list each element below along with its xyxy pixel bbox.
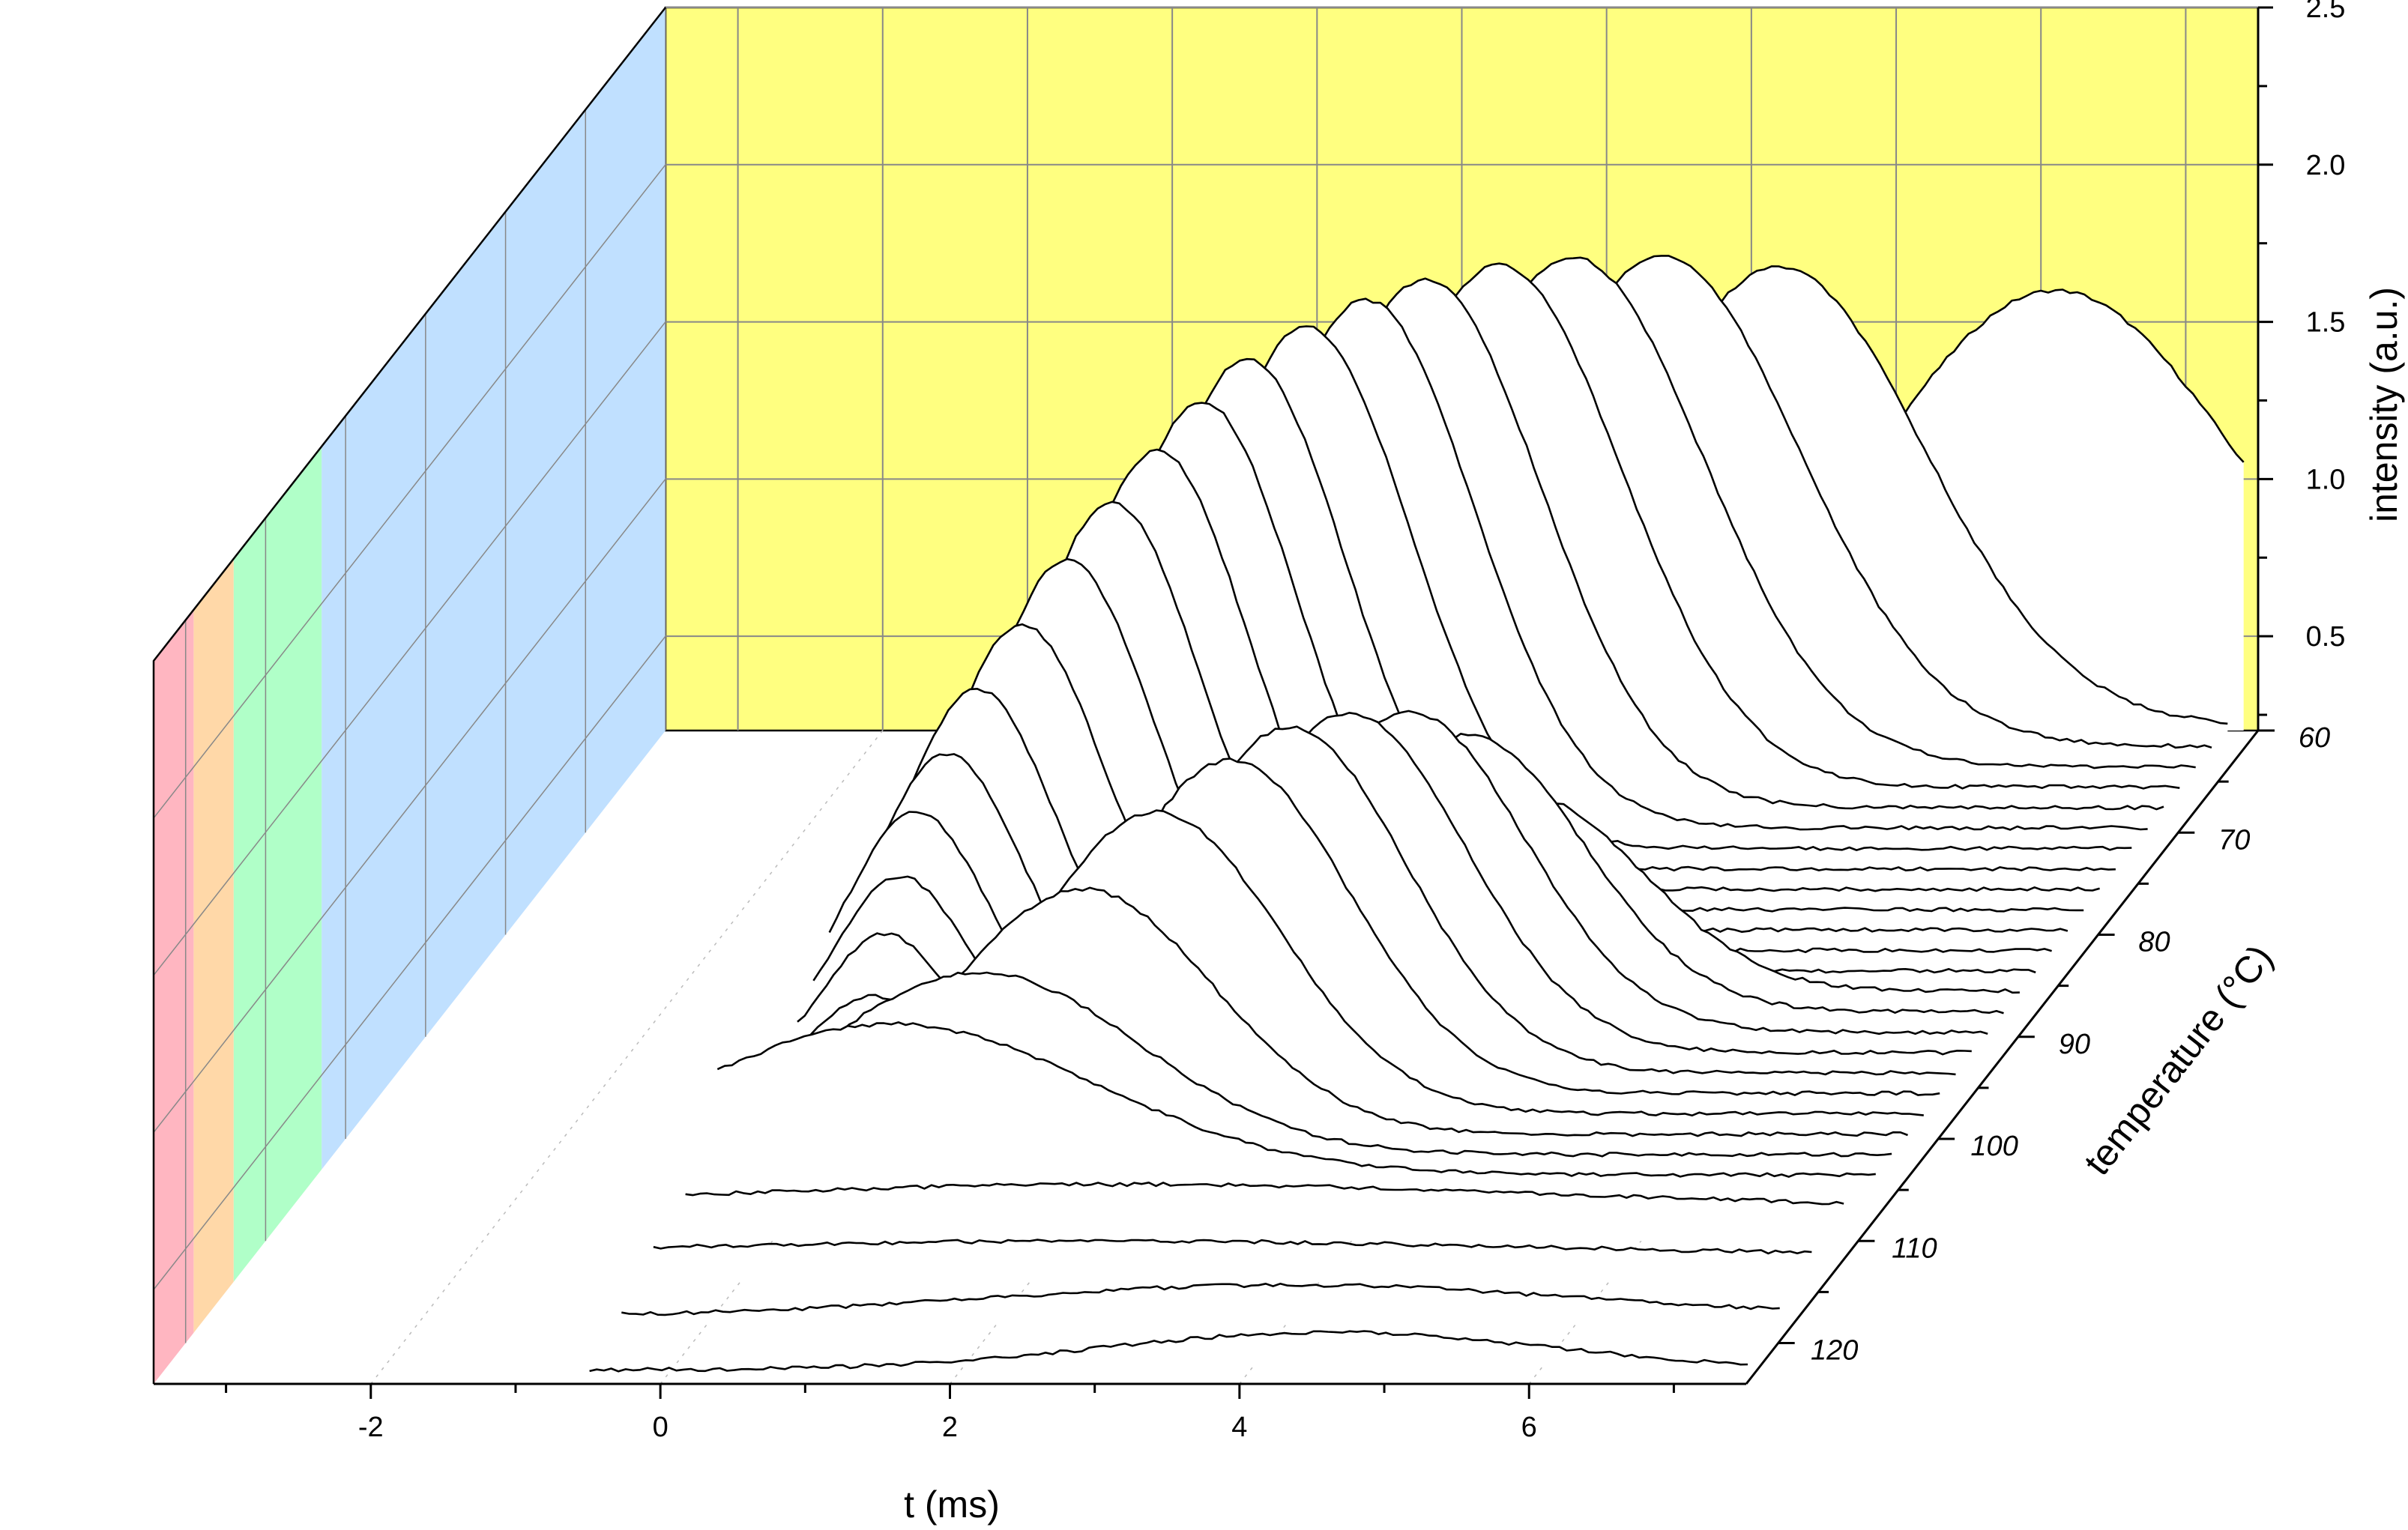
side-wall-grid-diag — [153, 164, 666, 819]
trace-fill-110 — [685, 1182, 1844, 1242]
x-tick-label: 6 — [1521, 1412, 1537, 1443]
trace-line-118 — [621, 1283, 1780, 1316]
x-axis-title: t (ms) — [904, 1484, 1000, 1526]
z-tick-label: 1.5 — [2306, 307, 2346, 339]
chart-traces — [589, 255, 2245, 1373]
trace-line-106 — [716, 1021, 1876, 1178]
z-tick-label: 1.0 — [2306, 464, 2346, 495]
trace-line-110 — [685, 1182, 1844, 1206]
temperature-tick-label: 80 — [2138, 927, 2170, 958]
temperature-axis-line — [1745, 730, 2260, 1385]
x-tick-label: -2 — [358, 1412, 384, 1443]
trace-line-104 — [733, 971, 1892, 1158]
temperature-tick-label: 120 — [1811, 1335, 1858, 1367]
temperature-axis-title: temperature (°C) — [2076, 937, 2281, 1182]
side-wall-band-orange — [193, 558, 234, 1333]
side-wall-outline — [152, 7, 666, 1384]
z-tick-label: 0.5 — [2306, 621, 2346, 653]
trace-fill-122 — [589, 1331, 1748, 1372]
temperature-tick-label: 90 — [2059, 1029, 2090, 1060]
chart-axes: -2 0 2 4 6 0.5 1.0 1.5 2.0 2.5 60 70 80 90 100 110 120 — [154, 0, 2345, 1443]
side-wall-grid-diag — [153, 478, 666, 1133]
temperature-tick-label: 110 — [1892, 1233, 1937, 1264]
side-wall-grid-diag — [153, 321, 666, 976]
temperature-tick-label: 60 — [2299, 722, 2330, 754]
x-tick-label: 4 — [1231, 1412, 1247, 1443]
side-wall-band-blue — [322, 7, 666, 1170]
trace-fill-118 — [621, 1283, 1780, 1323]
side-wall-grid-diag — [153, 635, 666, 1290]
x-tick-label: 0 — [653, 1412, 669, 1443]
side-wall-band-red — [154, 609, 194, 1384]
trace-fill-106 — [717, 1022, 1876, 1200]
x-tick-label: 2 — [942, 1412, 958, 1443]
z-tick-label: 2.0 — [2306, 150, 2346, 181]
temperature-tick-label: 100 — [1970, 1131, 2018, 1162]
floor-grid — [370, 730, 884, 1385]
trace-fill-114 — [653, 1239, 1812, 1282]
trace-line-122 — [589, 1330, 1748, 1373]
z-axis-title: intensity (a.u.) — [2363, 287, 2405, 522]
temperature-tick-label: 70 — [2218, 824, 2250, 856]
side-wall-band-green — [233, 446, 322, 1282]
trace-line-114 — [653, 1239, 1812, 1255]
z-tick-label: 2.5 — [2306, 0, 2346, 24]
